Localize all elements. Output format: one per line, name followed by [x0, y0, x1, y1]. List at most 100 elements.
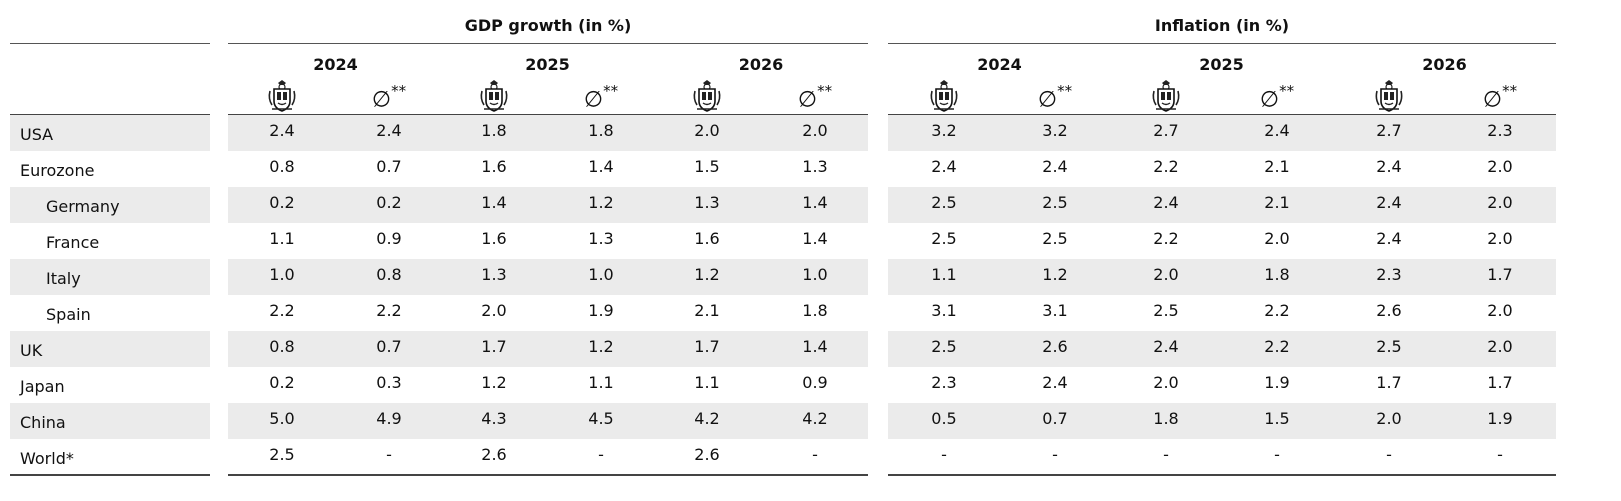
- inflation-cell: 1.7: [1487, 265, 1513, 284]
- inflation-cell: 2.5: [931, 229, 957, 248]
- gdp-cell: 0.2: [269, 193, 295, 212]
- diameter-average-icon: ∅**: [561, 78, 641, 115]
- gdp-cell: 1.8: [802, 301, 828, 320]
- row-band: [888, 331, 1556, 367]
- gdp-cell: 1.1: [694, 373, 720, 392]
- inflation-cell: 2.2: [1264, 301, 1290, 320]
- inflation-cell: 1.2: [1042, 265, 1068, 284]
- average-suffix: **: [1502, 82, 1518, 100]
- average-marker: ∅: [1482, 87, 1503, 113]
- gdp-cell: 2.6: [481, 445, 507, 464]
- inflation-cell: -: [1163, 445, 1169, 464]
- row-label: World*: [20, 449, 74, 468]
- inflation-year-0: 2024: [977, 55, 1022, 74]
- gdp-cell: 2.4: [269, 121, 295, 140]
- row-label: Japan: [20, 377, 65, 396]
- average-marker: ∅: [371, 87, 392, 113]
- crest-icon: [924, 80, 964, 112]
- inflation-cell: 1.1: [931, 265, 957, 284]
- inflation-cell: 2.4: [1376, 157, 1402, 176]
- inflation-cell: 2.1: [1264, 157, 1290, 176]
- gdp-cell: 1.4: [802, 229, 828, 248]
- inflation-cell: 1.7: [1487, 373, 1513, 392]
- gdp-cell: 0.9: [802, 373, 828, 392]
- inflation-cell: 2.0: [1487, 337, 1513, 356]
- inflation-year-2: 2026: [1422, 55, 1467, 74]
- crest-icon: [262, 80, 302, 112]
- row-band: [228, 331, 868, 367]
- inflation-cell: 2.0: [1487, 193, 1513, 212]
- inflation-cell: 3.1: [931, 301, 957, 320]
- inflation-cell: -: [1274, 445, 1280, 464]
- gdp-cell: 1.4: [481, 193, 507, 212]
- gdp-cell: 1.2: [588, 337, 614, 356]
- bottom-rule-label-column: [10, 474, 210, 476]
- inflation-cell: 1.7: [1376, 373, 1402, 392]
- crest-icon: [1369, 80, 1409, 112]
- diameter-average-icon: ∅**: [1460, 78, 1540, 115]
- gdp-cell: 1.4: [588, 157, 614, 176]
- row-label: USA: [20, 125, 54, 144]
- row-band: [888, 187, 1556, 223]
- gdp-cell: 0.2: [269, 373, 295, 392]
- row-band: [10, 115, 210, 151]
- diameter-average-icon: ∅**: [349, 78, 429, 115]
- gdp-cell: -: [386, 445, 392, 464]
- inflation-cell: 2.4: [1042, 157, 1068, 176]
- gdp-cell: 1.7: [481, 337, 507, 356]
- inflation-year-1: 2025: [1199, 55, 1244, 74]
- inflation-cell: 2.4: [1264, 121, 1290, 140]
- inflation-cell: 2.0: [1487, 229, 1513, 248]
- row-band: [228, 115, 868, 151]
- gdp-cell: 1.2: [694, 265, 720, 284]
- row-band: [888, 115, 1556, 151]
- inflation-cell: 2.2: [1153, 157, 1179, 176]
- inflation-cell: 2.4: [1042, 373, 1068, 392]
- row-band: [228, 403, 868, 439]
- gdp-cell: 1.3: [694, 193, 720, 212]
- gdp-cell: 1.1: [269, 229, 295, 248]
- gdp-cell: 0.7: [376, 157, 402, 176]
- row-label: Italy: [46, 269, 81, 288]
- inflation-cell: -: [1497, 445, 1503, 464]
- inflation-cell: 2.7: [1153, 121, 1179, 140]
- gdp-cell: 0.8: [269, 337, 295, 356]
- inflation-cell: -: [1052, 445, 1058, 464]
- row-band: [10, 403, 210, 439]
- bottom-rule-inflation: [888, 474, 1556, 476]
- row-band: [888, 259, 1556, 295]
- inflation-cell: 1.8: [1264, 265, 1290, 284]
- average-suffix: **: [603, 82, 619, 100]
- gdp-cell: 1.4: [802, 337, 828, 356]
- inflation-cell: 3.2: [1042, 121, 1068, 140]
- bottom-rule-gdp: [228, 474, 868, 476]
- row-label: UK: [20, 341, 43, 360]
- gdp-cell: 1.5: [694, 157, 720, 176]
- inflation-cell: -: [1386, 445, 1392, 464]
- inflation-cell: 2.0: [1153, 373, 1179, 392]
- gdp-cell: 1.6: [481, 157, 507, 176]
- inflation-cell: 2.3: [931, 373, 957, 392]
- inflation-cell: 2.5: [1042, 229, 1068, 248]
- gdp-cell: 1.3: [481, 265, 507, 284]
- inflation-cell: 2.0: [1376, 409, 1402, 428]
- inflation-cell: 2.5: [931, 193, 957, 212]
- diameter-average-icon: ∅**: [775, 78, 855, 115]
- average-suffix: **: [1057, 82, 1073, 100]
- inflation-cell: 1.9: [1487, 409, 1513, 428]
- gdp-cell: 2.2: [376, 301, 402, 320]
- row-band: [10, 259, 210, 295]
- average-suffix: **: [1279, 82, 1295, 100]
- gdp-cell: 1.7: [694, 337, 720, 356]
- gdp-cell: 4.5: [588, 409, 614, 428]
- gdp-cell: 0.7: [376, 337, 402, 356]
- inflation-cell: 2.4: [1376, 229, 1402, 248]
- gdp-cell: -: [598, 445, 604, 464]
- inflation-cell: 2.3: [1487, 121, 1513, 140]
- row-band: [228, 187, 868, 223]
- crest-icon: [474, 80, 514, 112]
- diameter-average-icon: ∅**: [1015, 78, 1095, 115]
- gdp-cell: 2.4: [376, 121, 402, 140]
- inflation-cell: 2.7: [1376, 121, 1402, 140]
- row-label: Eurozone: [20, 161, 95, 180]
